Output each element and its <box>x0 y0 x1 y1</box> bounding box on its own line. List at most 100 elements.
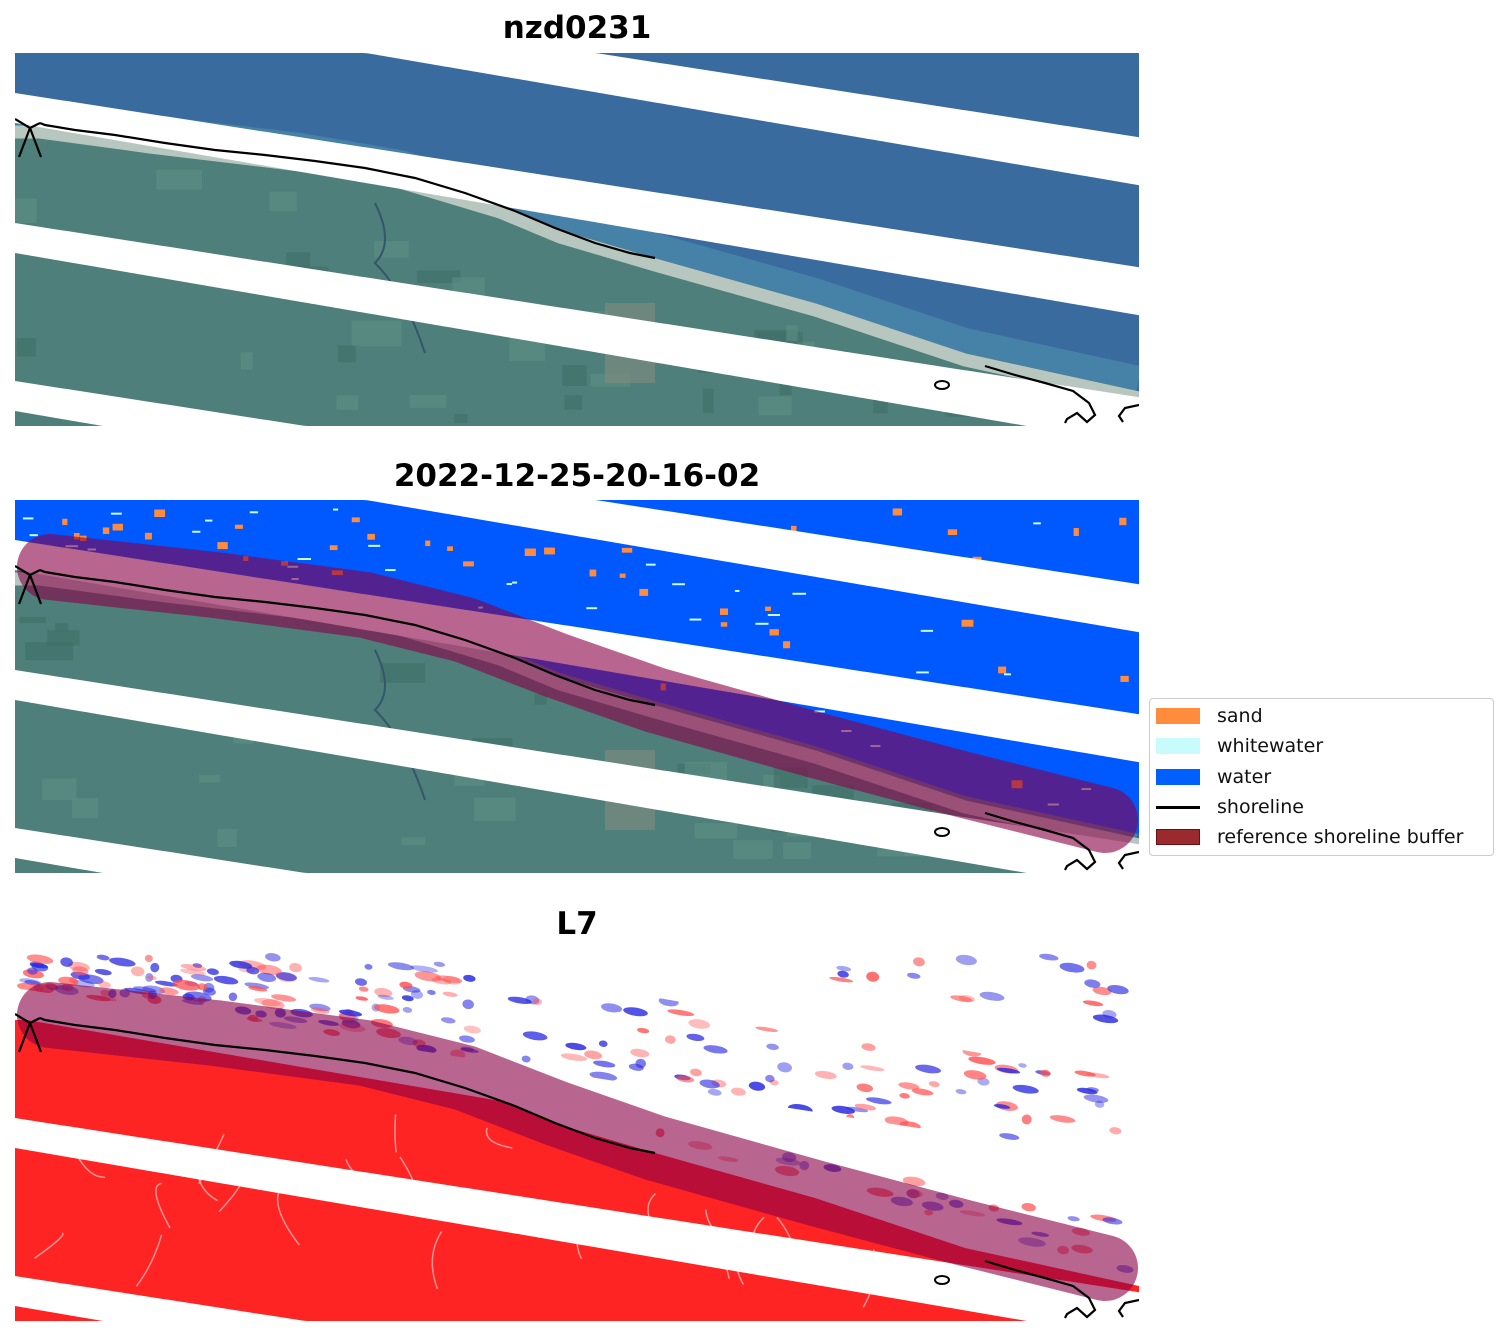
sand-class-pixel <box>425 540 431 547</box>
negative-index-blob <box>27 967 38 975</box>
field-patch <box>409 394 447 408</box>
positive-index-blob <box>814 1070 837 1080</box>
positive-index-blob <box>829 976 854 983</box>
positive-index-blob <box>861 1043 876 1051</box>
negative-index-blob <box>748 1081 766 1091</box>
negative-index-blob <box>623 1007 648 1017</box>
negative-index-blob <box>707 1088 722 1096</box>
field-patch <box>757 331 803 343</box>
negative-index-blob <box>507 996 532 1004</box>
positive-index-blob <box>374 987 393 998</box>
negative-index-blob <box>206 968 219 975</box>
field-patch <box>19 616 47 624</box>
panel-title-image: nzd0231 <box>502 10 652 46</box>
positive-index-blob <box>144 954 153 963</box>
positive-index-blob <box>98 981 111 989</box>
negative-index-blob <box>1067 1216 1080 1222</box>
positive-index-blob <box>664 1035 676 1044</box>
positive-index-blob <box>911 1088 934 1096</box>
no-data-stripe <box>15 223 1139 426</box>
positive-index-blob <box>856 1083 873 1093</box>
sand-class-pixel <box>447 546 453 551</box>
whitewater-class-pixel <box>645 563 656 566</box>
sand-class-pixel <box>782 641 791 649</box>
negative-index-blob <box>133 986 157 993</box>
negative-index-blob <box>837 970 849 978</box>
sand-class-pixel <box>621 547 633 553</box>
land-texture <box>155 1182 171 1229</box>
negative-index-blob <box>842 1062 854 1070</box>
negative-index-blob <box>593 1060 616 1068</box>
whitewater-class-pixel <box>249 511 259 514</box>
positive-index-blob <box>584 1050 603 1060</box>
negative-index-blob <box>955 1089 967 1095</box>
positive-index-blob <box>968 1056 996 1065</box>
positive-index-blob <box>636 1027 650 1034</box>
whitewater-class-pixel <box>192 530 201 533</box>
sand-class-pixel <box>589 569 597 577</box>
whitewater-class-pixel <box>734 589 740 592</box>
negative-index-blob <box>228 992 238 1002</box>
land-index <box>15 1020 1139 1321</box>
field-patch <box>534 694 547 705</box>
sand-class-pixel <box>719 608 729 615</box>
sand-class-pixel <box>112 523 123 531</box>
field-patch <box>454 414 468 424</box>
positive-index-blob <box>197 983 208 991</box>
positive-index-blob <box>256 964 282 976</box>
no-data-stripe <box>15 1118 1139 1321</box>
river <box>373 649 426 801</box>
positive-index-blob <box>172 979 201 991</box>
river <box>373 202 426 354</box>
rgb-image-panel <box>15 53 1139 426</box>
field-patch <box>877 848 924 857</box>
negative-index-blob <box>145 972 154 982</box>
negative-index-blob <box>154 980 178 987</box>
water-swatch <box>1156 769 1200 785</box>
negative-index-blob <box>521 1055 531 1063</box>
sand-class-pixel <box>62 518 68 526</box>
positive-index-blob <box>399 981 413 989</box>
negative-index-blob <box>845 1106 869 1113</box>
field-patch <box>562 364 587 387</box>
shoreline-line-swatch <box>1156 805 1200 809</box>
land-texture <box>135 1234 163 1287</box>
shoreline-left-inlet <box>15 1013 43 1053</box>
land <box>15 572 1139 873</box>
land-texture <box>485 1127 513 1149</box>
field-patch <box>16 338 36 357</box>
sand-class-pixel <box>154 509 166 518</box>
panel-title-satellite: L7 <box>556 906 598 942</box>
buffer-swatch <box>1156 829 1200 845</box>
negative-index-blob <box>765 1074 775 1083</box>
negative-index-blob <box>686 1033 705 1042</box>
legend-item-water: water <box>1156 766 1271 788</box>
field-patch <box>509 337 545 362</box>
negative-index-blob <box>1102 1009 1117 1019</box>
negative-index-blob <box>1059 962 1085 973</box>
positive-index-blob <box>854 1103 877 1111</box>
negative-index-blob <box>94 968 112 976</box>
no-data-stripe <box>15 948 1139 1081</box>
field-patch <box>733 840 773 859</box>
negative-index-blob <box>109 957 136 967</box>
whitewater-class-pixel <box>205 519 213 522</box>
negative-index-blob <box>213 975 239 985</box>
field-patch <box>380 663 426 683</box>
negative-index-blob <box>401 995 414 1002</box>
sand-class-pixel <box>234 524 243 529</box>
positive-index-blob <box>913 957 925 967</box>
field-patch <box>336 395 359 410</box>
negative-index-blob <box>387 962 415 971</box>
whitewater-class-pixel <box>920 629 934 632</box>
land-texture <box>431 1230 443 1290</box>
positive-index-blob <box>898 1082 920 1090</box>
positive-index-blob <box>373 1004 400 1014</box>
shoreline-small-contour <box>934 1275 950 1285</box>
positive-index-blob <box>928 1081 940 1088</box>
sand-swatch <box>1156 708 1200 724</box>
positive-index-blob <box>1109 1127 1122 1135</box>
field-patch <box>269 191 297 211</box>
negative-index-blob <box>635 1058 647 1069</box>
field-patch <box>783 842 812 860</box>
